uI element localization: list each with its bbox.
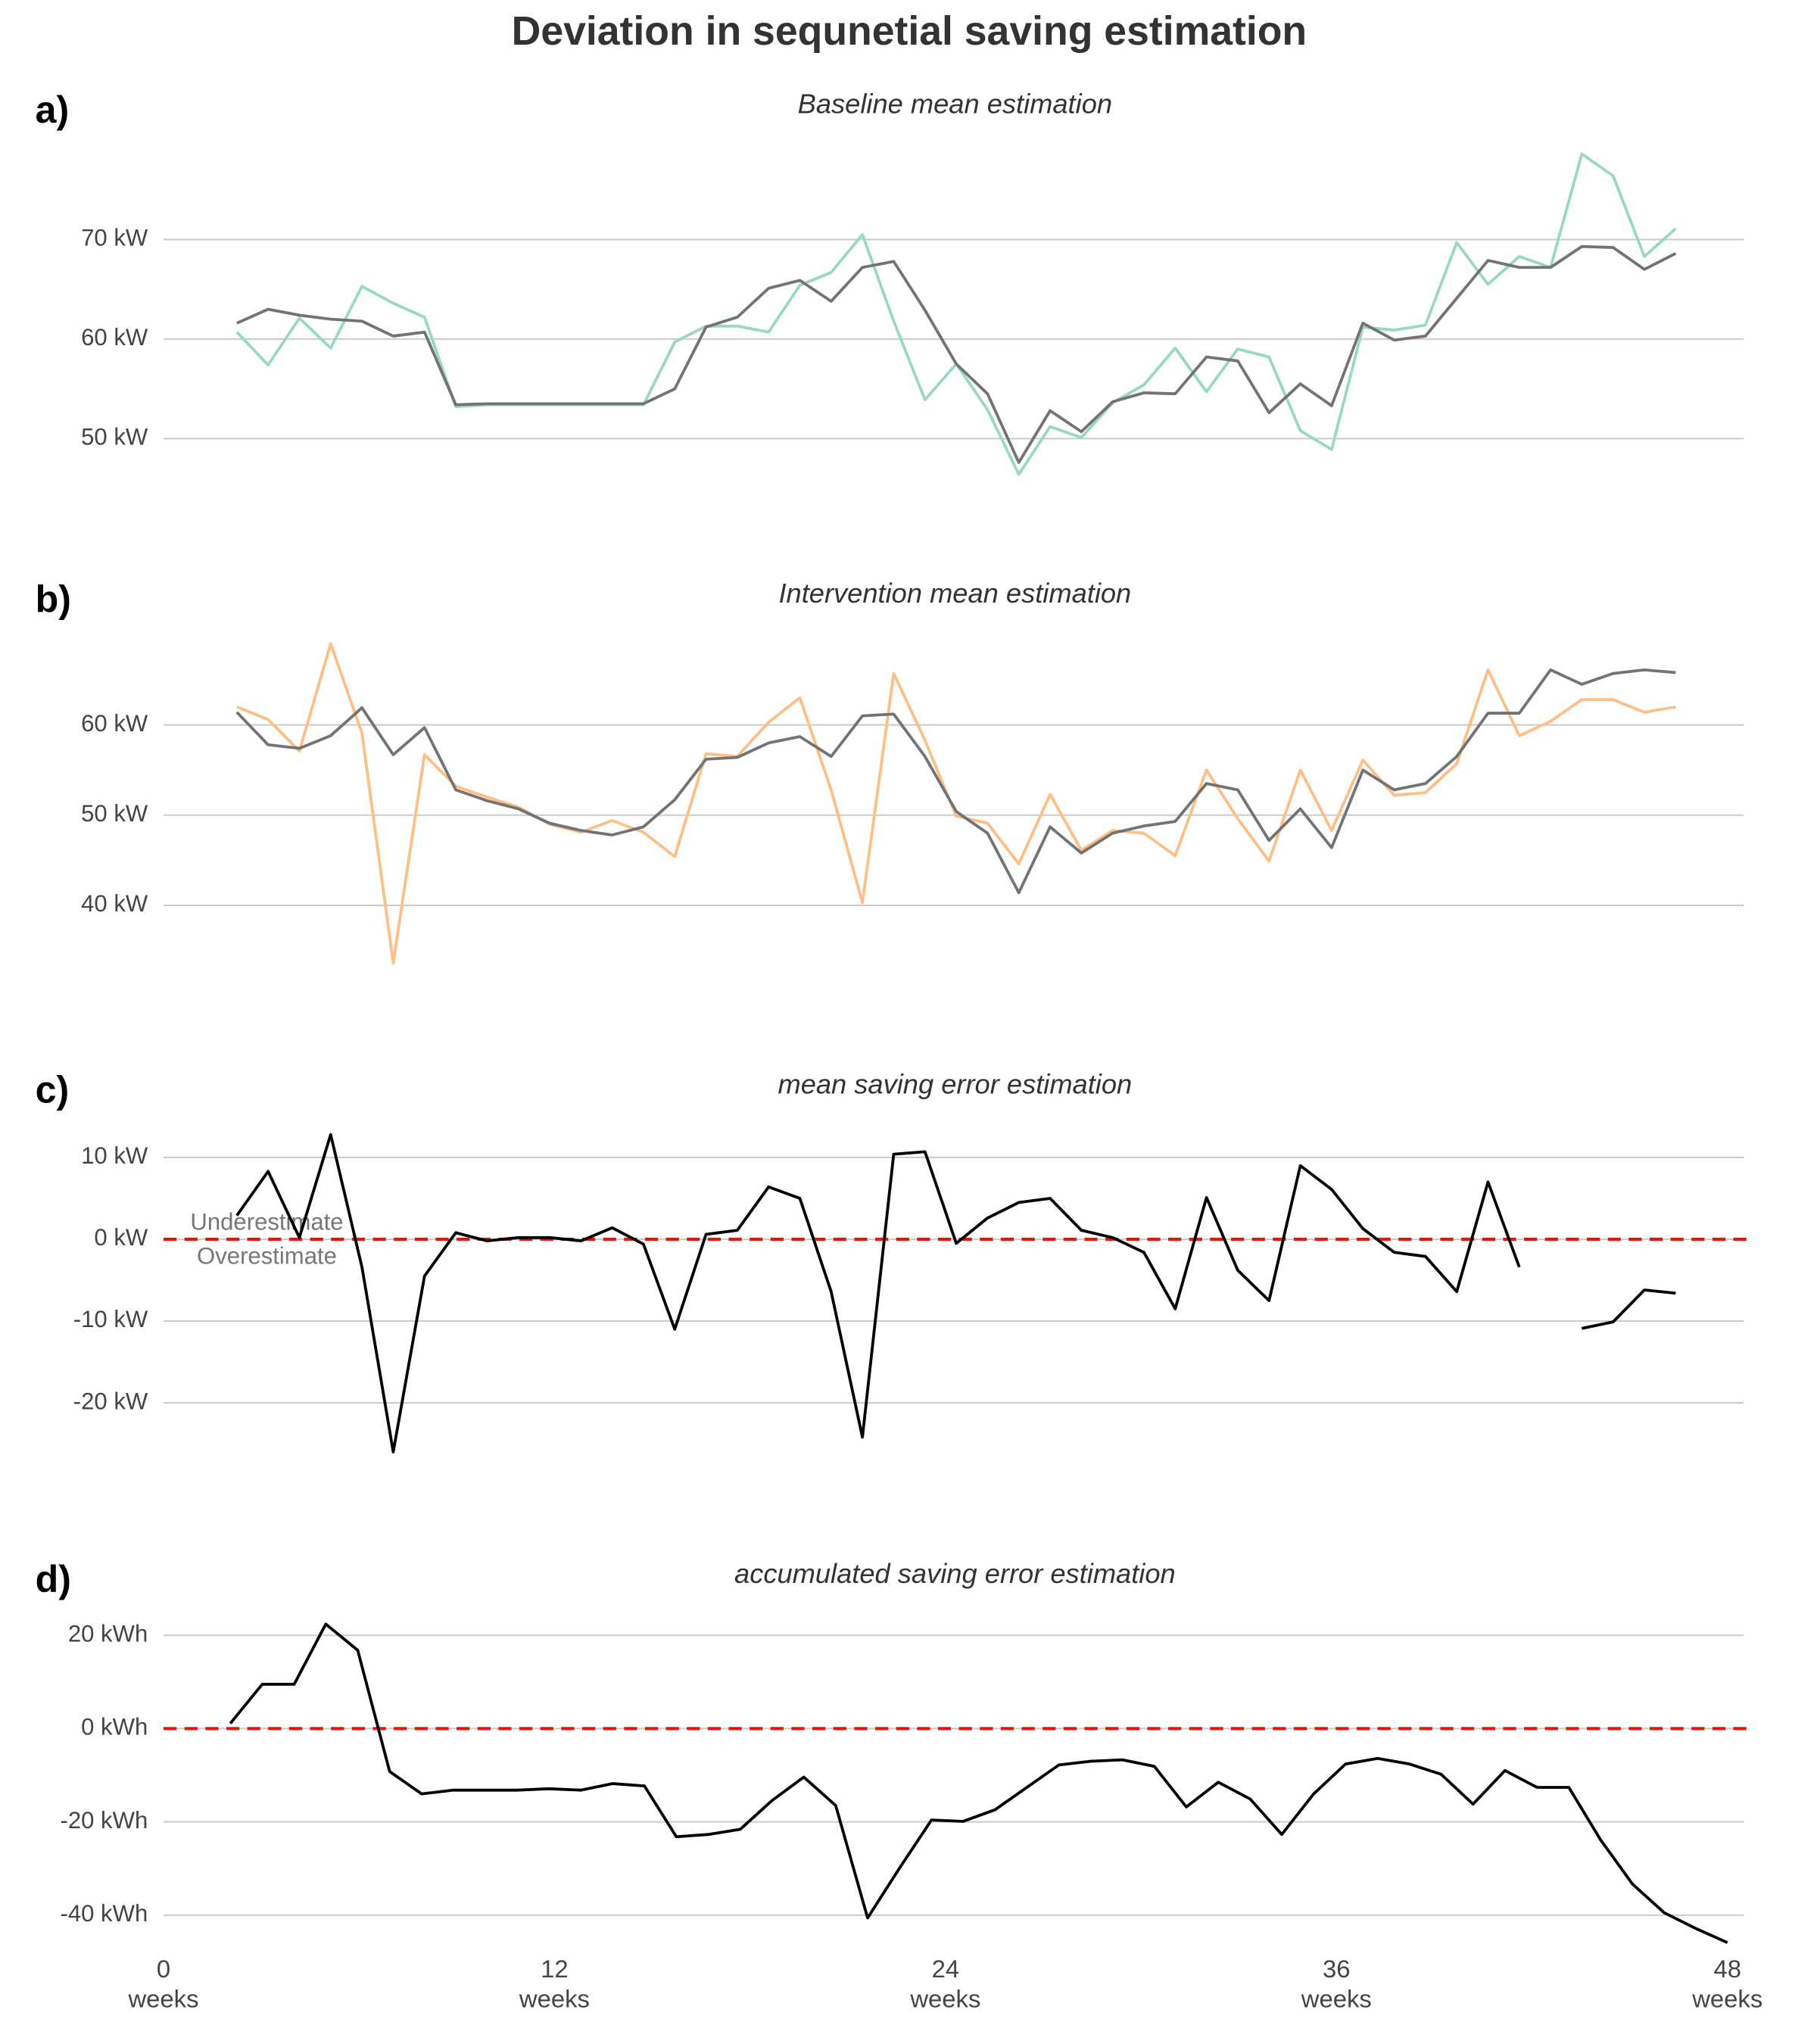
y-tick-label: 20 kWh <box>68 1620 148 1647</box>
line-series <box>235 1133 1676 1454</box>
panel-letter: a) <box>36 89 70 131</box>
line-series <box>236 245 1677 464</box>
line-series <box>229 1622 1728 1944</box>
x-tick-label: 24 weeks <box>910 1956 981 2014</box>
annotation: Overestimate <box>197 1242 337 1269</box>
annotation: Underestimate <box>190 1208 343 1235</box>
x-tick-label: 48 weeks <box>1692 1956 1763 2014</box>
panel-letter: b) <box>36 578 71 620</box>
line-series <box>236 642 1676 965</box>
y-tick-label: 60 kW <box>81 324 148 351</box>
x-tick-label: 36 weeks <box>1301 1956 1372 2014</box>
panel-title: Intervention mean estimation <box>778 578 1131 609</box>
x-tick-label: 12 weeks <box>519 1956 590 2014</box>
y-tick-label: 50 kW <box>81 800 148 827</box>
y-tick-label: -20 kWh <box>60 1807 148 1834</box>
y-tick-label: 0 kW <box>94 1224 148 1251</box>
line-series <box>235 668 1676 895</box>
panel-letter: d) <box>36 1558 71 1600</box>
panel-title: mean saving error estimation <box>778 1068 1132 1099</box>
y-tick-label: -20 kW <box>73 1388 148 1414</box>
y-tick-label: 10 kW <box>81 1142 148 1169</box>
y-tick-label: 70 kW <box>81 225 148 251</box>
y-tick-label: -10 kW <box>73 1306 148 1332</box>
y-tick-label: -40 kWh <box>60 1900 148 1927</box>
panel-letter: c) <box>36 1069 70 1111</box>
panel-title: Baseline mean estimation <box>798 89 1112 120</box>
line-series <box>235 152 1677 476</box>
x-tick-label: 0 weeks <box>128 1956 199 2014</box>
main-title: Deviation in sequnetial saving estimatio… <box>512 9 1307 54</box>
y-tick-label: 40 kW <box>81 890 148 917</box>
y-tick-label: 0 kWh <box>81 1714 148 1740</box>
panel-title: accumulated saving error estimation <box>734 1558 1176 1589</box>
y-tick-label: 60 kW <box>81 710 148 737</box>
y-tick-label: 50 kW <box>81 424 148 450</box>
